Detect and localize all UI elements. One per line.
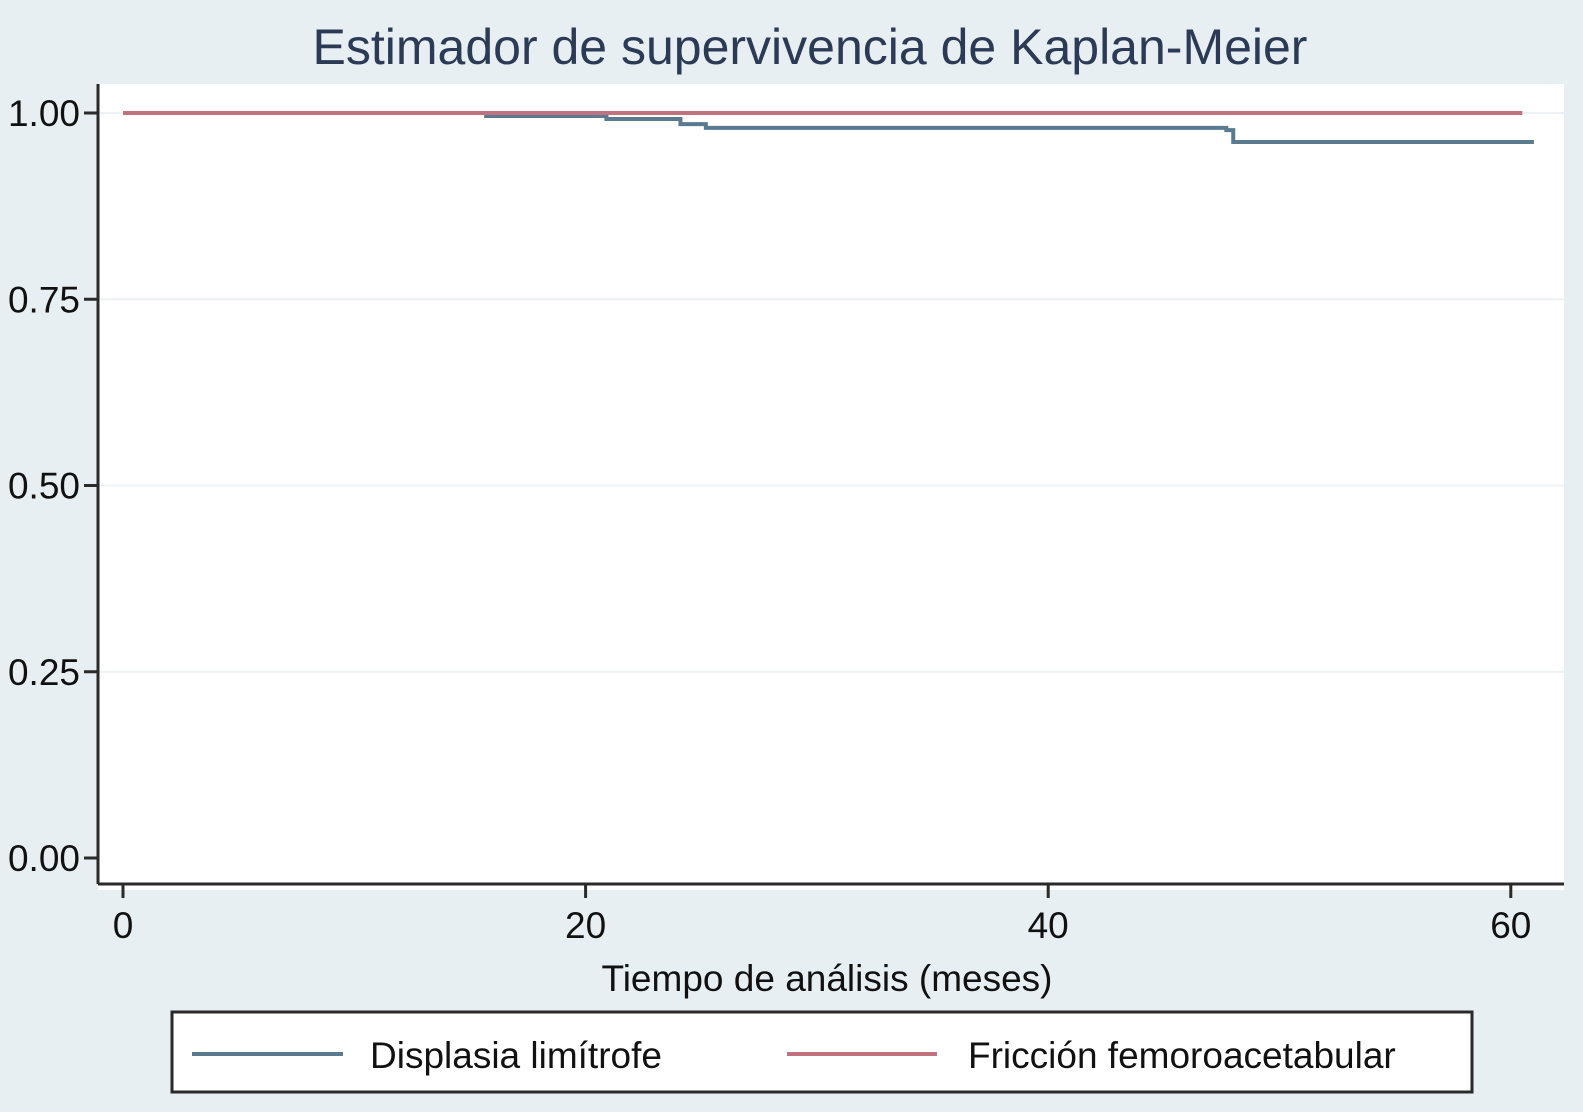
legend-label-0: Displasia limítrofe	[370, 1035, 662, 1076]
chart-title: Estimador de supervivencia de Kaplan-Mei…	[313, 19, 1308, 75]
series-line-0	[123, 111, 1534, 145]
y-tick-label-4: 1.00	[8, 93, 80, 134]
x-tick-label-1: 20	[565, 905, 606, 946]
legend-box	[170, 1010, 1474, 1094]
y-tick-label-0: 0.00	[8, 838, 80, 879]
x-tick-label-0: 0	[113, 905, 134, 946]
x-axis-title: Tiempo de análisis (meses)	[601, 958, 1052, 999]
y-tick-label-2: 0.50	[8, 466, 80, 507]
axes: 0.00 0.25 0.50 0.75 1.00 0 20 40 60	[8, 84, 1564, 946]
plot-area	[98, 84, 1564, 890]
legend: Displasia limítrofe Fricción femoroacetab…	[170, 1010, 1474, 1094]
y-tick-label-1: 0.25	[8, 652, 80, 693]
series-lines	[123, 111, 1534, 145]
y-tick-label-3: 0.75	[8, 279, 80, 320]
x-tick-label-3: 60	[1490, 905, 1531, 946]
legend-label-1: Fricción femoroacetabular	[968, 1035, 1396, 1076]
x-tick-label-2: 40	[1028, 905, 1069, 946]
